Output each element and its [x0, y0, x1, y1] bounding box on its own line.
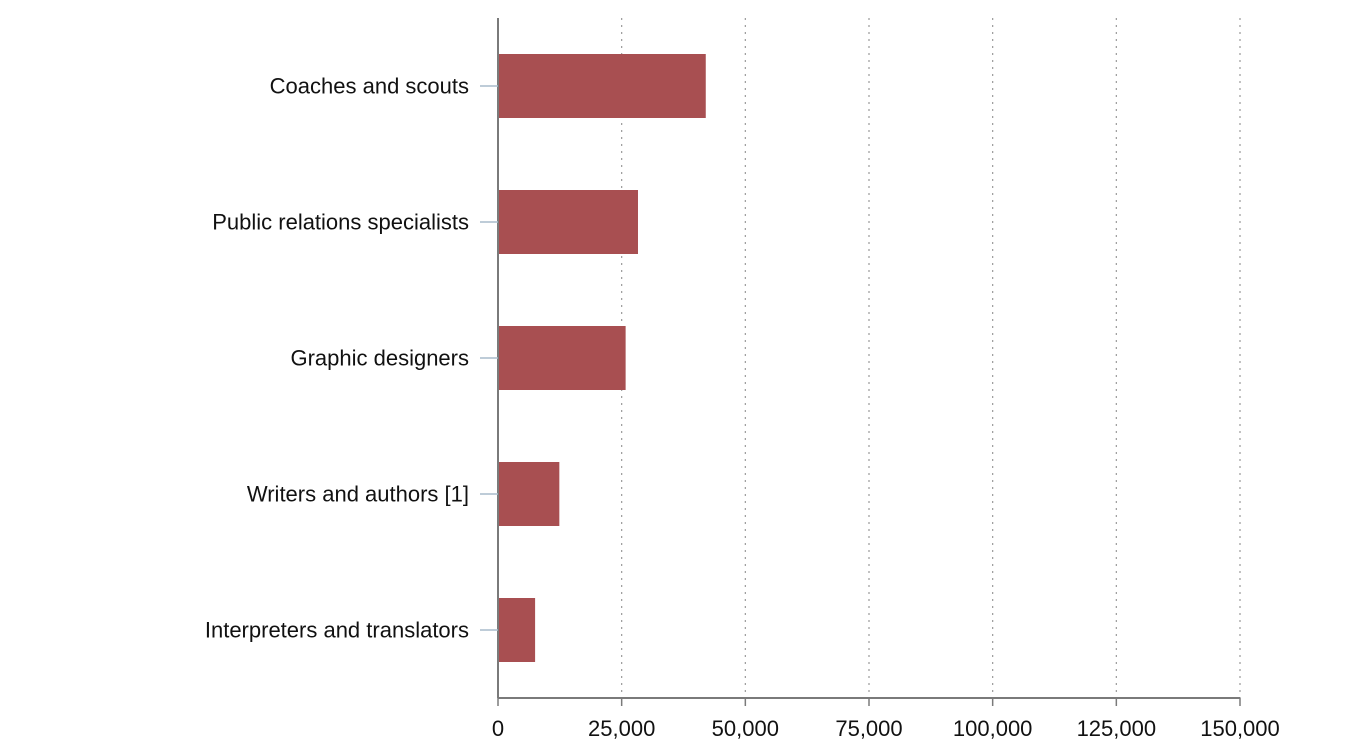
bar-3 [498, 462, 560, 526]
bar-2 [498, 326, 626, 390]
x-tick-label-1: 25,000 [588, 716, 655, 741]
category-label-4: Interpreters and translators [205, 618, 469, 643]
bars [498, 54, 706, 662]
gridlines [621, 18, 1241, 698]
bar-4 [498, 598, 536, 662]
axes [480, 18, 1241, 706]
x-tick-label-3: 75,000 [835, 716, 902, 741]
x-tick-label-5: 125,000 [1077, 716, 1157, 741]
x-tick-label-0: 0 [492, 716, 504, 741]
labels: Coaches and scouts Public relations speci… [205, 74, 1280, 742]
category-label-1: Public relations specialists [212, 210, 469, 235]
category-label-0: Coaches and scouts [270, 74, 469, 99]
bar-1 [498, 190, 638, 254]
category-label-3: Writers and authors [1] [247, 482, 469, 507]
x-tick-label-6: 150,000 [1200, 716, 1280, 741]
bar-0 [498, 54, 706, 118]
category-label-2: Graphic designers [290, 346, 469, 371]
x-tick-label-2: 50,000 [712, 716, 779, 741]
x-tick-label-4: 100,000 [953, 716, 1033, 741]
